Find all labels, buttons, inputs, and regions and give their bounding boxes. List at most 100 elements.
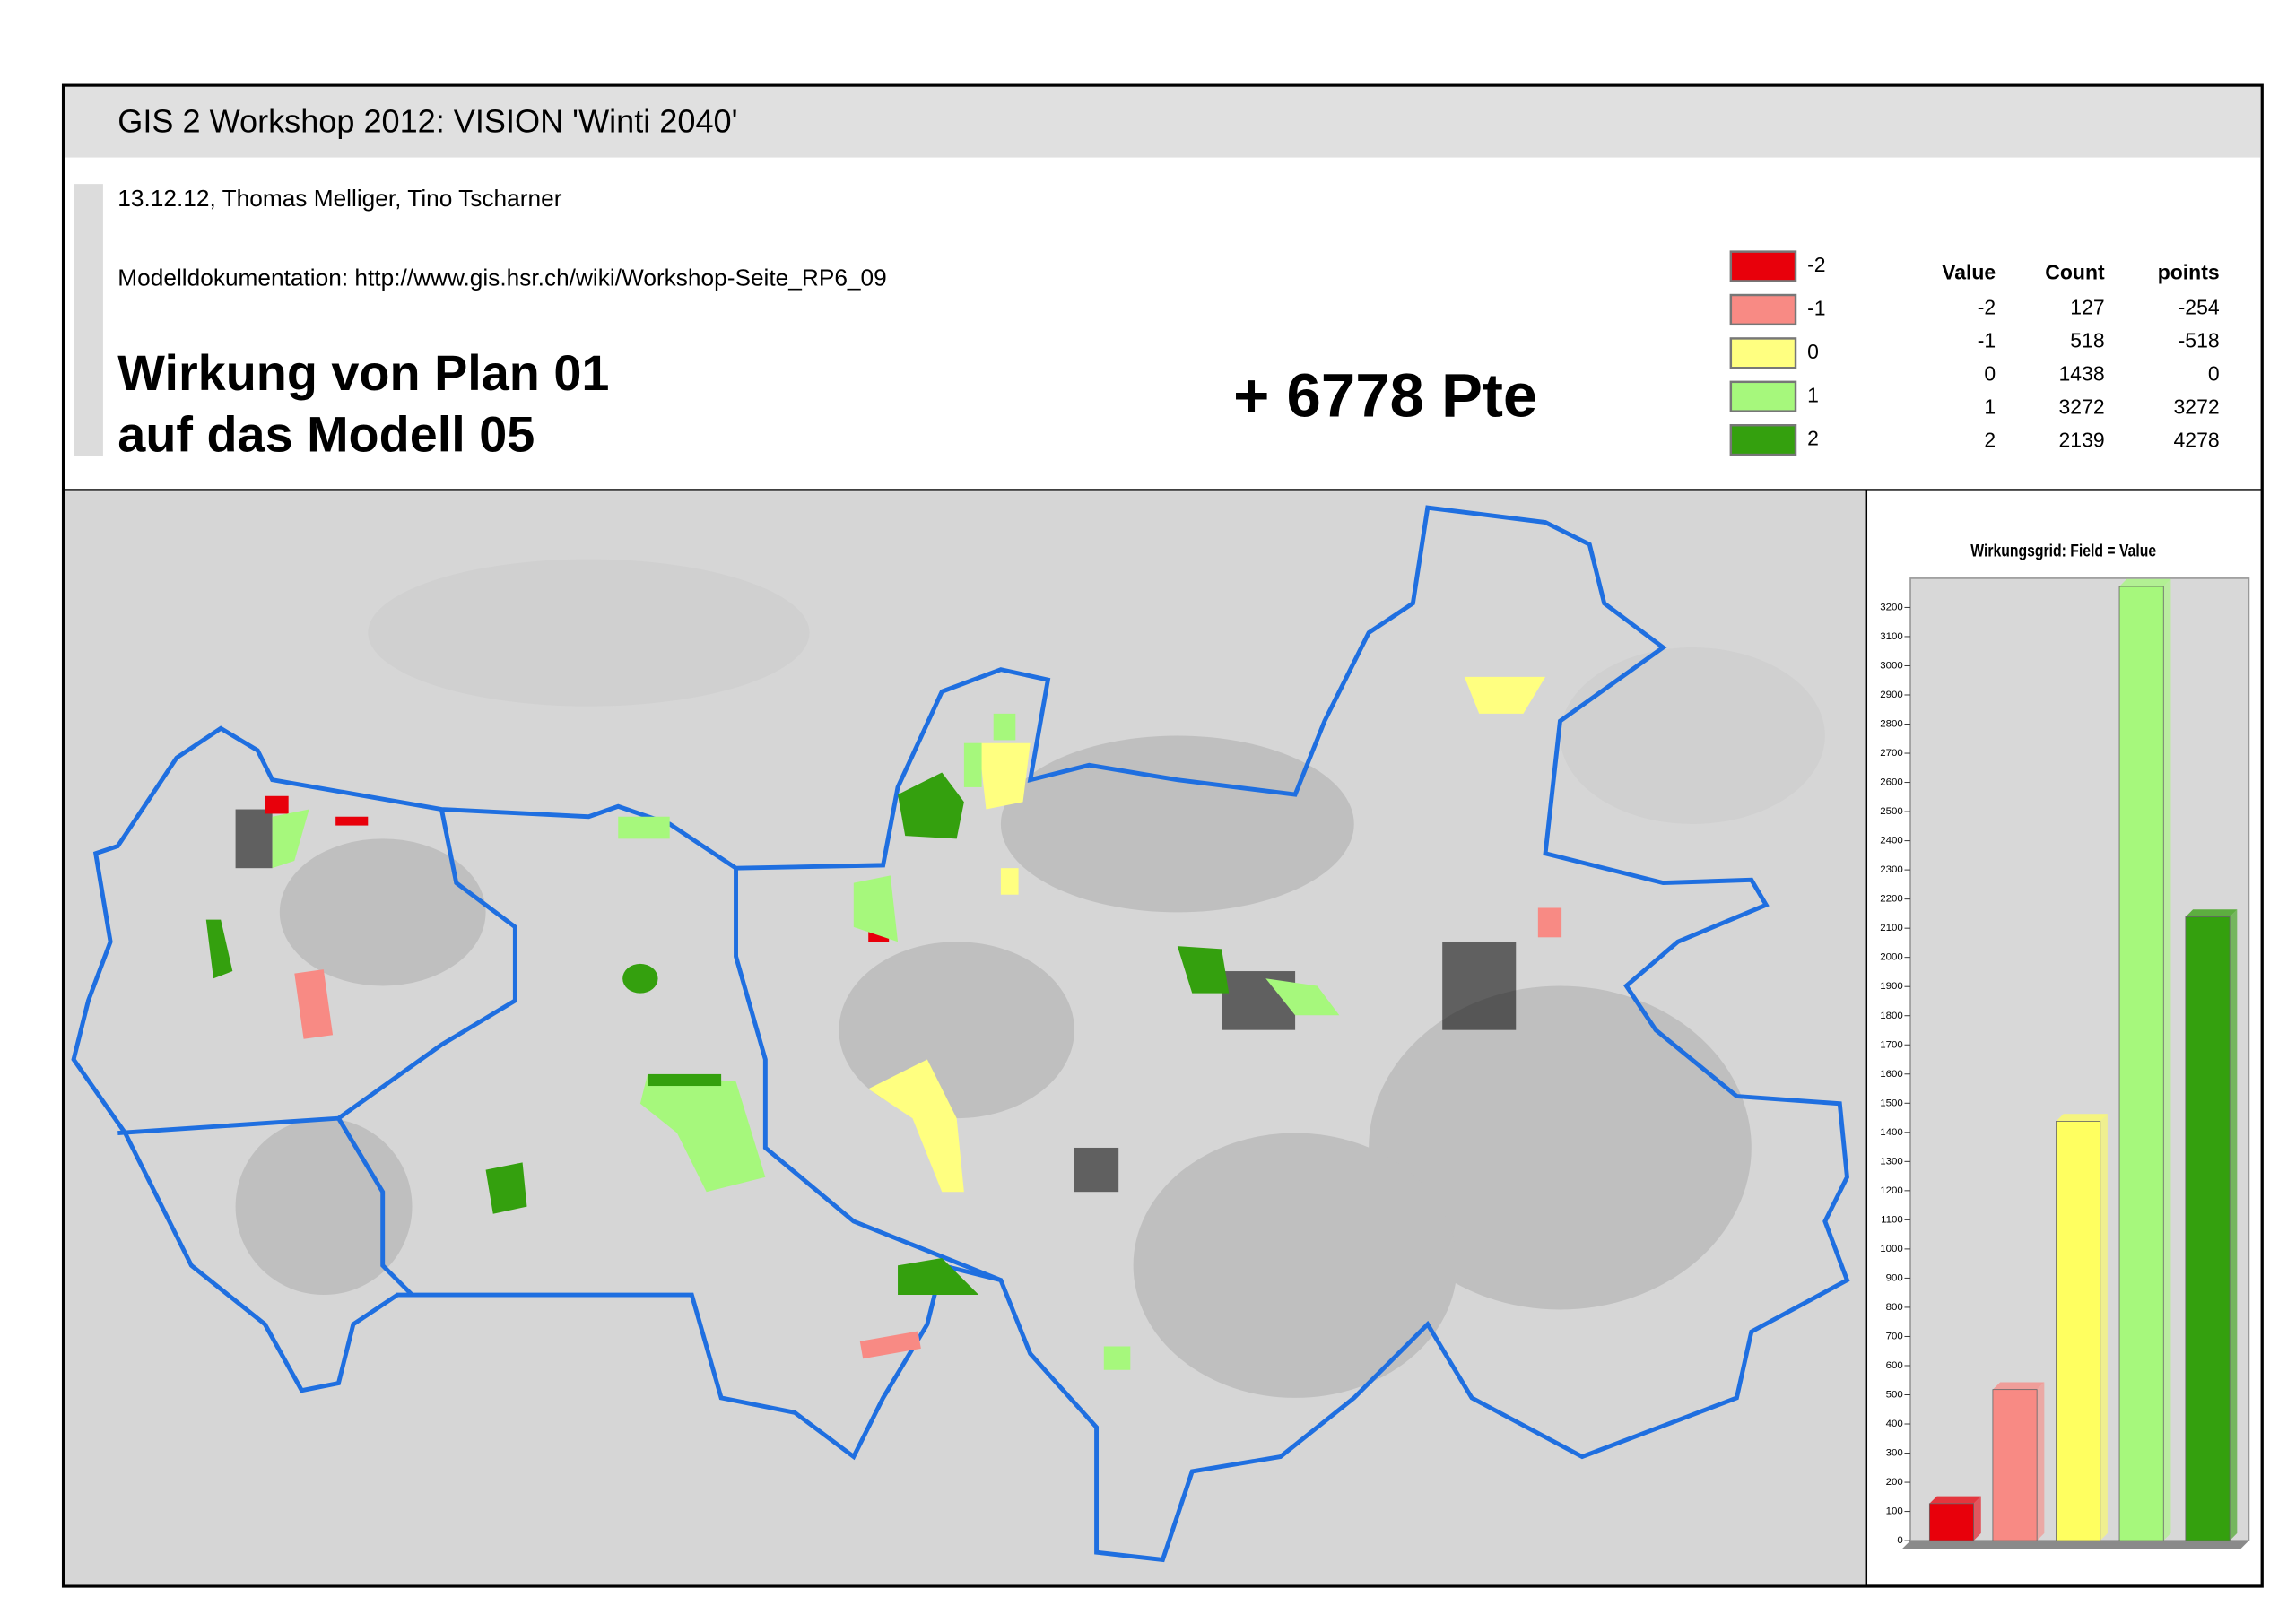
terrain xyxy=(235,1118,413,1296)
table-cell: 0 xyxy=(1984,362,1996,386)
floor xyxy=(1901,1541,2249,1549)
legend-swatch xyxy=(1729,250,1797,282)
y-tick-label: 2900 xyxy=(1880,690,1903,700)
authors: 13.12.12, Thomas Melliger, Tino Tscharne… xyxy=(117,185,561,212)
legend-label: 2 xyxy=(1807,427,1819,450)
table-cell: 2139 xyxy=(2059,428,2105,451)
y-tick-label: 2200 xyxy=(1880,894,1903,905)
legend-swatch xyxy=(1729,380,1797,412)
legend-label: 0 xyxy=(1807,340,1819,363)
table-cell: 0 xyxy=(2208,362,2220,386)
bar-side xyxy=(2163,578,2171,1541)
y-tick-label: 2800 xyxy=(1880,719,1903,730)
patch xyxy=(993,713,1016,741)
patch xyxy=(1265,978,1340,1016)
bar xyxy=(2056,1121,2101,1541)
y-tick-label: 3000 xyxy=(1880,660,1903,671)
terrain xyxy=(1560,647,1825,824)
bar-side xyxy=(2230,909,2238,1541)
boundary xyxy=(117,809,1002,1297)
heading: Wirkung von Plan 01 xyxy=(117,344,609,401)
y-tick-label: 1400 xyxy=(1880,1127,1903,1138)
patch xyxy=(898,1258,979,1296)
legend-label: -1 xyxy=(1807,296,1825,319)
header-band xyxy=(65,86,2261,158)
y-tick-label: 1500 xyxy=(1880,1098,1903,1108)
chart: Wirkungsgrid: Field = Value 0 100 200 300 400… xyxy=(1880,541,2250,1549)
table-cell: -1 xyxy=(1978,329,1996,352)
terrain xyxy=(279,838,486,986)
y-tick-label: 1200 xyxy=(1880,1185,1903,1196)
patch xyxy=(648,1073,722,1087)
y-tick-label: 2500 xyxy=(1880,806,1903,817)
map xyxy=(65,491,1866,1585)
y-tick-label: 300 xyxy=(1886,1448,1903,1459)
legend-label: 1 xyxy=(1807,383,1819,406)
patch xyxy=(265,795,289,814)
y-tick-label: 1300 xyxy=(1880,1156,1903,1167)
score: + 6778 Pte xyxy=(1233,361,1537,430)
y-tick-label: 100 xyxy=(1886,1506,1903,1517)
y-tick-label: 1600 xyxy=(1880,1069,1903,1080)
legend-swatch xyxy=(1729,424,1797,456)
patch xyxy=(859,1331,921,1359)
bar-top xyxy=(2119,578,2171,587)
y-tick-label: 1900 xyxy=(1880,981,1903,992)
terrain xyxy=(1000,735,1354,913)
title: GIS 2 Workshop 2012: VISION 'Winti 2040' xyxy=(117,102,737,139)
bar xyxy=(2118,586,2164,1541)
terrain xyxy=(1133,1133,1457,1398)
patch xyxy=(978,742,1031,810)
y-tick-label: 900 xyxy=(1886,1272,1903,1283)
bar-top xyxy=(1929,1496,1981,1504)
y-tick-label: 400 xyxy=(1886,1419,1903,1429)
chart-title: Wirkungsgrid: Field = Value xyxy=(1970,541,2156,560)
table-cell: 1 xyxy=(1984,395,1996,418)
y-tick-label: 1000 xyxy=(1880,1244,1903,1254)
patch xyxy=(1000,868,1019,895)
y-tick-label: 800 xyxy=(1886,1302,1903,1313)
table-cell: 127 xyxy=(2070,296,2104,319)
patch xyxy=(205,919,233,979)
column-header: Count xyxy=(2045,260,2105,283)
documentation: Modelldokumentation: http://www.gis.hsr.… xyxy=(117,265,886,291)
y-tick-label: 500 xyxy=(1886,1390,1903,1401)
terrain xyxy=(1369,985,1752,1310)
table-cell: 3272 xyxy=(2059,395,2105,418)
patch xyxy=(1177,946,1230,994)
table-cell: 2 xyxy=(1984,428,1996,451)
settlement xyxy=(235,809,273,869)
patch xyxy=(1537,907,1562,938)
patch xyxy=(639,1073,766,1193)
side-bar xyxy=(74,184,103,456)
patch xyxy=(1103,1346,1131,1370)
bar xyxy=(1992,1389,2038,1541)
boundary xyxy=(71,505,1850,1563)
bar-top xyxy=(2185,909,2238,917)
y-tick-label: 1700 xyxy=(1880,1039,1903,1050)
terrain xyxy=(368,559,810,707)
patch xyxy=(853,875,899,942)
patch xyxy=(335,816,369,826)
bar-side xyxy=(2100,1114,2108,1541)
bar-side xyxy=(1973,1496,1981,1541)
patch xyxy=(618,816,670,839)
table-cell: 4278 xyxy=(2174,428,2220,451)
y-tick-label: 2400 xyxy=(1880,836,1903,846)
y-tick-label: 3200 xyxy=(1880,602,1903,612)
y-tick-label: 600 xyxy=(1886,1360,1903,1371)
heading: auf das Modell 05 xyxy=(117,406,535,463)
bar-side xyxy=(2037,1382,2045,1541)
table: Value Count points -2 127 -254 -1 518 -518 0 1438 0… xyxy=(1942,260,2220,451)
y-tick-label: 3100 xyxy=(1880,631,1903,642)
y-tick-label: 2000 xyxy=(1880,952,1903,963)
patch xyxy=(963,742,982,787)
bar-top xyxy=(1992,1382,2045,1390)
bar xyxy=(1928,1503,1974,1541)
patch xyxy=(868,1059,964,1193)
y-tick-label: 2700 xyxy=(1880,748,1903,759)
legend-swatch xyxy=(1729,293,1797,326)
y-tick-label: 2100 xyxy=(1880,923,1903,933)
patch xyxy=(898,772,964,839)
table-cell: -254 xyxy=(2179,296,2220,319)
